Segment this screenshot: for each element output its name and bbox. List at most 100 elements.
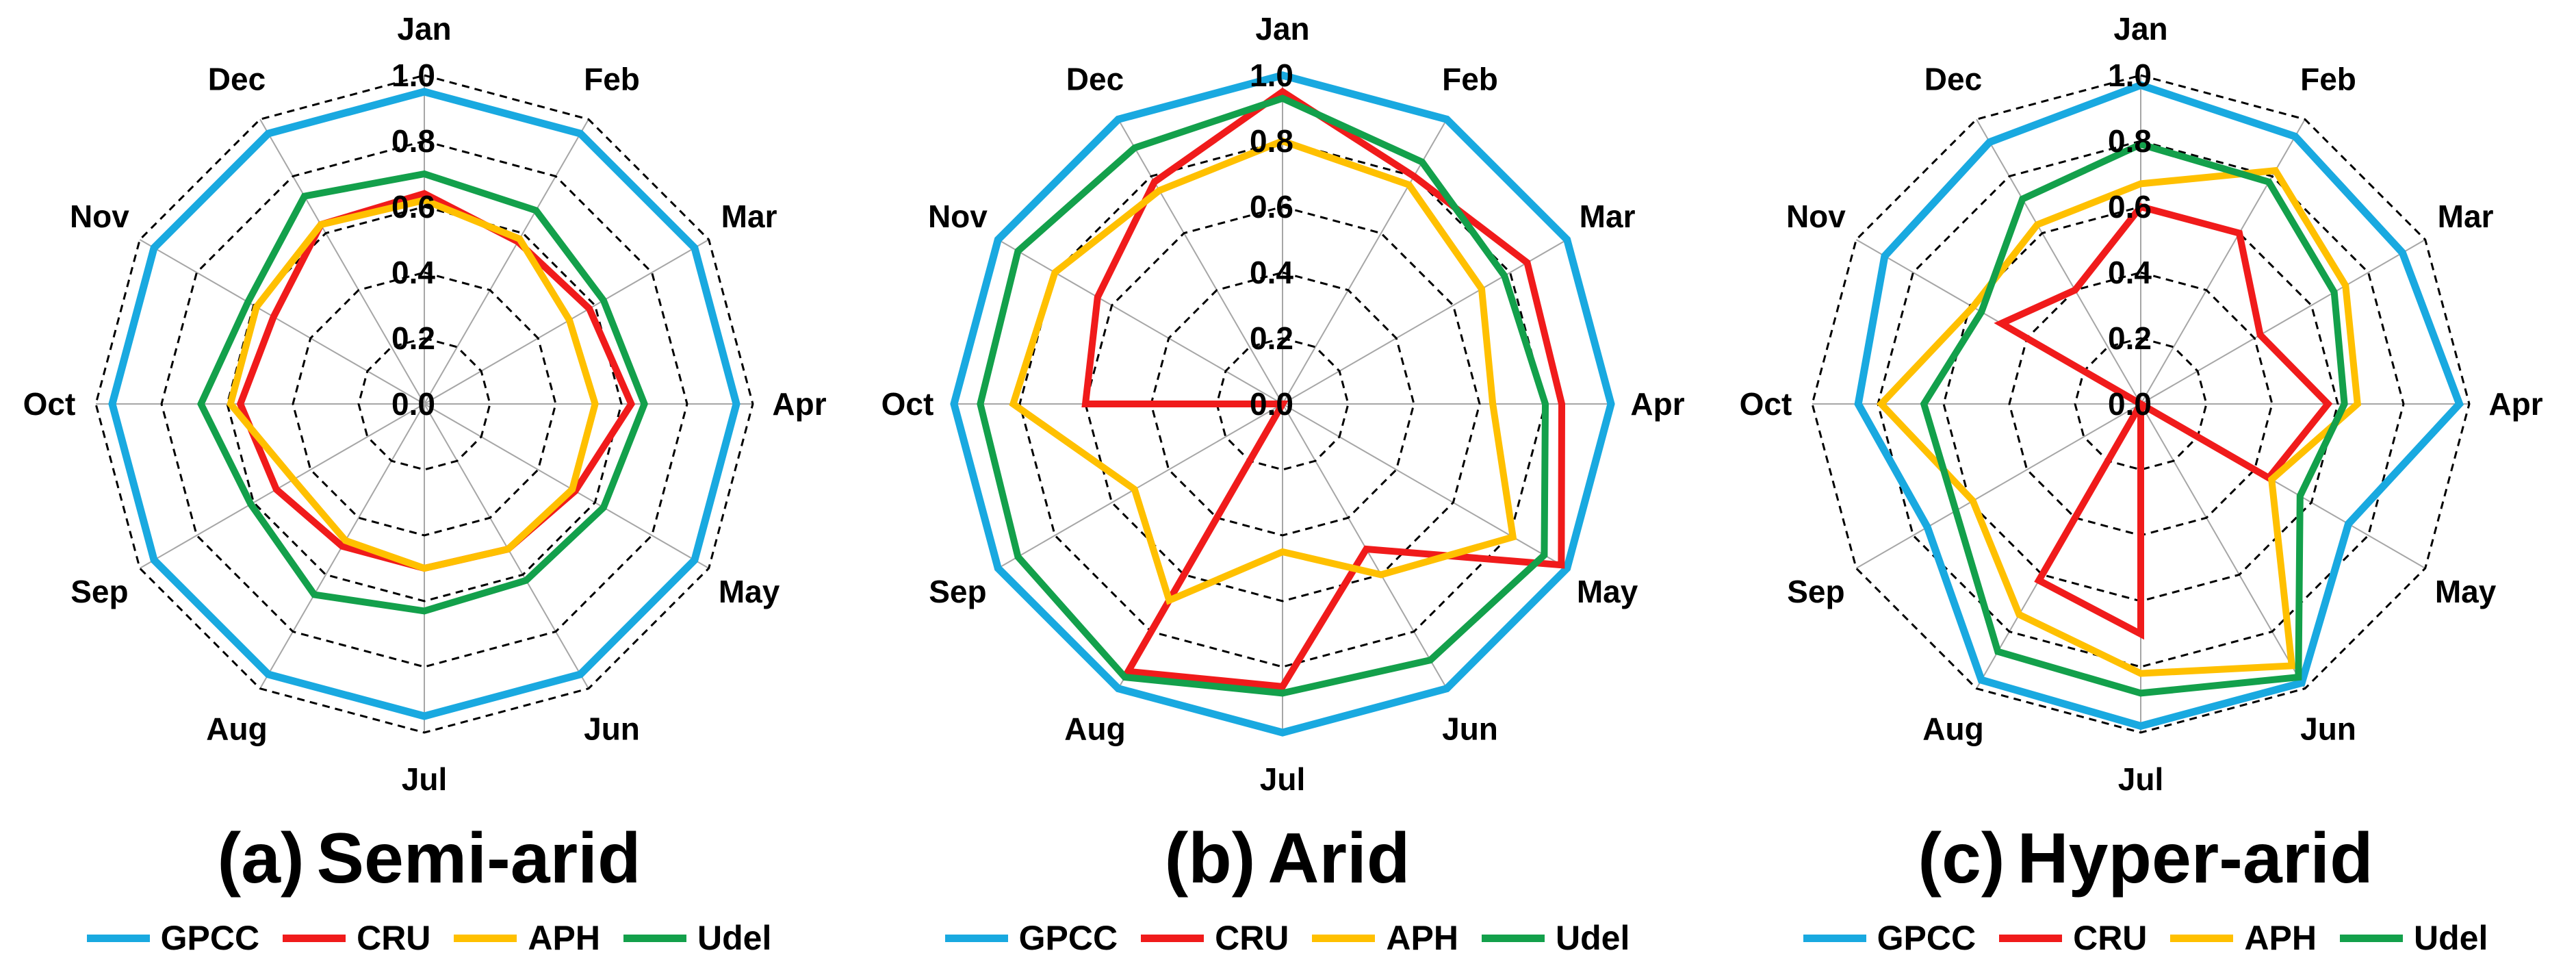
legend-item-aph: APH — [454, 918, 600, 958]
legend-swatch-gpcc — [86, 934, 150, 942]
legend-item-gpcc: GPCC — [944, 918, 1118, 958]
panel-letter: (c) — [1918, 819, 2005, 898]
r-tick-label: 0.8 — [2108, 123, 2152, 159]
series-line-udel — [1920, 140, 2348, 697]
month-label: Oct — [881, 386, 934, 422]
radar-chart-hyper-arid: 0.0 0.2 0.4 0.6 0.8 1.0 Jan Feb Mar Apr May Jun Jul A… — [1740, 11, 2543, 797]
month-label: Sep — [70, 574, 128, 609]
month-label: Mar — [2438, 199, 2494, 234]
spoke-line — [997, 239, 1283, 405]
legend-item-cru: CRU — [283, 918, 430, 958]
panel-title: (b) Arid — [858, 818, 1716, 900]
series-line-udel — [977, 94, 1549, 697]
spoke-line — [2140, 118, 2306, 405]
panel-title-text: Semi-arid — [316, 819, 641, 898]
legend-label: CRU — [2073, 919, 2148, 957]
legend-swatch-gpcc — [1803, 934, 1866, 942]
legend-swatch-aph — [454, 934, 517, 942]
month-label: Apr — [2488, 386, 2542, 422]
month-label: Aug — [206, 711, 267, 747]
legend-label: GPCC — [1877, 919, 1976, 957]
legend-swatch-cru — [1999, 934, 2063, 942]
series-line-cru — [1994, 203, 2333, 640]
legend-label: GPCC — [1018, 919, 1118, 957]
month-label: Jan — [1255, 11, 1309, 47]
month-label: Sep — [1787, 574, 1844, 609]
month-label: Mar — [721, 199, 777, 234]
panel-title-text: Hyper-arid — [2017, 819, 2373, 898]
r-tick-label: 0.6 — [1250, 189, 1293, 225]
month-label: Sep — [929, 574, 986, 609]
spoke-line — [1282, 239, 1568, 405]
panel-title: (a) Semi-arid — [0, 818, 858, 900]
legend-item-udel: Udel — [623, 918, 771, 958]
month-label: Jul — [2118, 761, 2163, 797]
legend: GPCC CRU APH Udel — [0, 914, 858, 962]
panel-hyper-arid: 0.0 0.2 0.4 0.6 0.8 1.0 Jan Feb Mar Apr May Jun Jul A… — [1716, 0, 2575, 977]
month-label: Jan — [2113, 11, 2167, 47]
month-label: Oct — [1740, 386, 1792, 422]
gridline-ring — [94, 74, 754, 734]
legend-label: GPCC — [160, 919, 260, 957]
legend-item-udel: Udel — [2340, 918, 2488, 958]
panel-letter: (a) — [217, 819, 305, 898]
month-label: May — [719, 574, 780, 609]
spoke-line — [424, 118, 589, 405]
gridline-ring — [357, 337, 491, 471]
r-tick-label: 0.8 — [1250, 123, 1293, 159]
legend-swatch-udel — [623, 934, 686, 942]
r-tick-label: 0.0 — [2108, 386, 2152, 422]
r-tick-label: 0.2 — [1250, 320, 1293, 356]
spoke-line — [259, 118, 425, 405]
legend-label: APH — [2244, 919, 2317, 957]
month-label: Feb — [1442, 61, 1498, 97]
spoke-line — [1855, 403, 2141, 569]
month-label: Apr — [1630, 386, 1684, 422]
series-line-aph — [1009, 137, 1517, 605]
r-tick-label: 0.4 — [2108, 255, 2152, 290]
legend-item-gpcc: GPCC — [1803, 918, 1976, 958]
month-label: Mar — [1580, 199, 1636, 234]
gridline-ring — [292, 271, 557, 537]
series-line-udel — [197, 170, 648, 615]
month-label: Jan — [397, 11, 451, 47]
legend-item-cru: CRU — [1141, 918, 1289, 958]
month-label: Oct — [23, 386, 76, 422]
legend-swatch-cru — [1141, 934, 1205, 942]
series-line-aph — [1876, 166, 2362, 677]
month-label: Feb — [2300, 61, 2356, 97]
month-label: Jul — [402, 761, 447, 797]
legend-swatch-cru — [283, 934, 346, 942]
r-tick-label: 0.2 — [2108, 320, 2152, 356]
month-label: Dec — [1924, 61, 1982, 97]
spoke-line — [1282, 403, 1568, 569]
panel-arid: 0.0 0.2 0.4 0.6 0.8 1.0 Jan Feb Mar Apr May Jun Jul A… — [858, 0, 1716, 977]
legend-label: APH — [528, 919, 600, 957]
legend-swatch-gpcc — [944, 934, 1008, 942]
panel-letter: (b) — [1164, 819, 1256, 898]
legend-item-gpcc: GPCC — [86, 918, 260, 958]
month-label: Nov — [928, 199, 988, 234]
legend-label: APH — [1386, 919, 1458, 957]
series-line-gpcc — [950, 71, 1615, 737]
legend-label: CRU — [357, 919, 431, 957]
month-label: Dec — [1066, 61, 1124, 97]
r-tick-label: 0.0 — [1250, 386, 1293, 422]
series-line-gpcc — [108, 88, 740, 720]
legend-label: CRU — [1215, 919, 1289, 957]
legend: GPCC CRU APH Udel — [1716, 914, 2575, 962]
spoke-line — [424, 403, 710, 569]
legend-swatch-udel — [2340, 934, 2403, 942]
legend-item-cru: CRU — [1999, 918, 2147, 958]
month-label: Jun — [1442, 711, 1498, 747]
legend-label: Udel — [697, 919, 772, 957]
month-label: Aug — [1922, 711, 1983, 747]
month-label: Jun — [2300, 711, 2356, 747]
r-tick-label: 0.6 — [2108, 189, 2152, 225]
r-tick-label: 1.0 — [391, 58, 435, 93]
spoke-line — [2140, 403, 2306, 689]
month-label: Nov — [70, 199, 129, 234]
spoke-line — [997, 403, 1283, 569]
month-label: Nov — [1786, 199, 1846, 234]
